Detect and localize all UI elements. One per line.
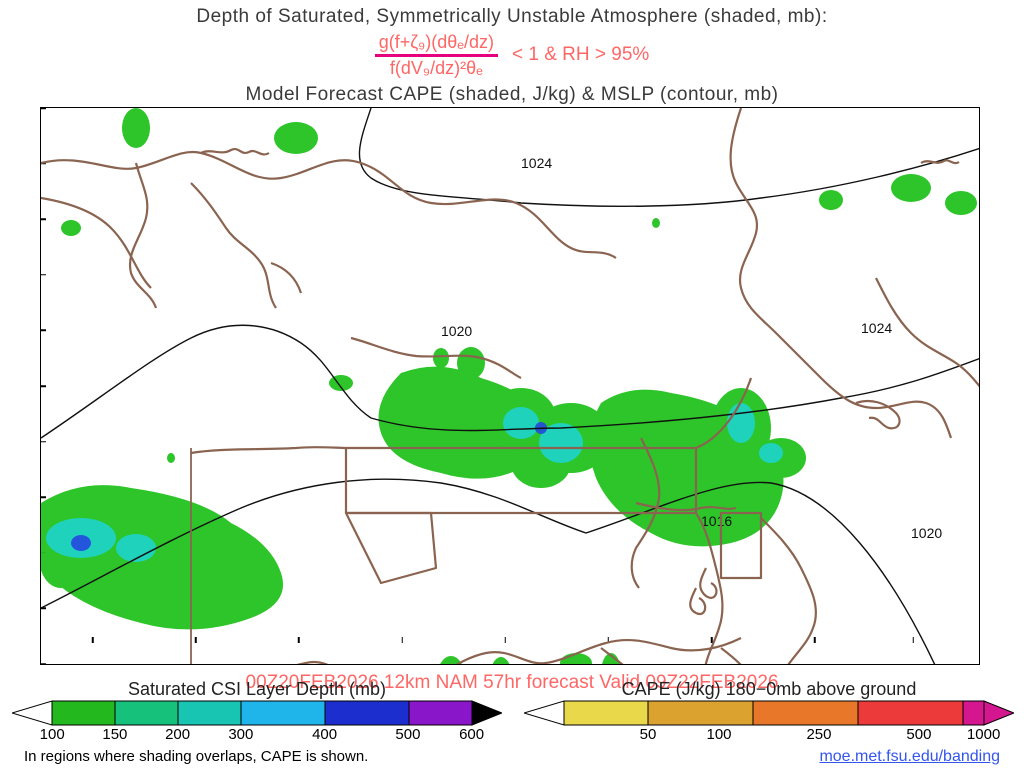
svg-text:1020: 1020	[441, 323, 472, 339]
cape-legend: CAPE (J/kg) 180−0mb above ground 50 100 …	[524, 700, 1014, 746]
map-overlay-svg: 1024 1020 1024 1020 1016	[41, 108, 980, 665]
formula-condition: < 1 & RH > 95%	[512, 44, 649, 66]
title-line1: Depth of Saturated, Symmetrically Unstab…	[0, 6, 1024, 28]
svg-text:1024: 1024	[521, 155, 552, 171]
weather-map-page: Depth of Saturated, Symmetrically Unstab…	[0, 0, 1024, 768]
csi-legend: Saturated CSI Layer Depth (mb) 100 150 2…	[12, 700, 502, 746]
svg-text:1016: 1016	[701, 513, 732, 529]
svg-text:1024: 1024	[861, 320, 892, 336]
csi-legend-caption: Saturated CSI Layer Depth (mb)	[12, 679, 502, 700]
map-plot-area[interactable]: 47N 46N 45N 44N 43N 42N 41N 40N 39N 38N …	[40, 107, 980, 665]
banding-website-link[interactable]: moe.met.fsu.edu/banding	[819, 748, 1000, 766]
csi-shaded-regions	[41, 108, 980, 665]
svg-text:1020: 1020	[911, 525, 942, 541]
cape-legend-caption: CAPE (J/kg) 180−0mb above ground	[524, 679, 1014, 700]
legend-overlap-note: In regions where shading overlaps, CAPE …	[24, 748, 368, 765]
formula-row: g(f+ζ₉)(dθₑ/dz) f(dV₉/dz)²θₑ < 1 & RH > …	[0, 32, 1024, 78]
cape-colorbar[interactable]	[524, 700, 1014, 726]
title-line3: Model Forecast CAPE (shaded, J/kg) & MSL…	[0, 84, 1024, 106]
cape-colorbar-ticks: 50 100 250 500 1000	[524, 726, 1014, 746]
csi-formula: g(f+ζ₉)(dθₑ/dz) f(dV₉/dz)²θₑ	[375, 32, 498, 78]
csi-colorbar[interactable]	[12, 700, 502, 726]
csi-colorbar-ticks: 100 150 200 300 400 500 600	[12, 726, 502, 746]
